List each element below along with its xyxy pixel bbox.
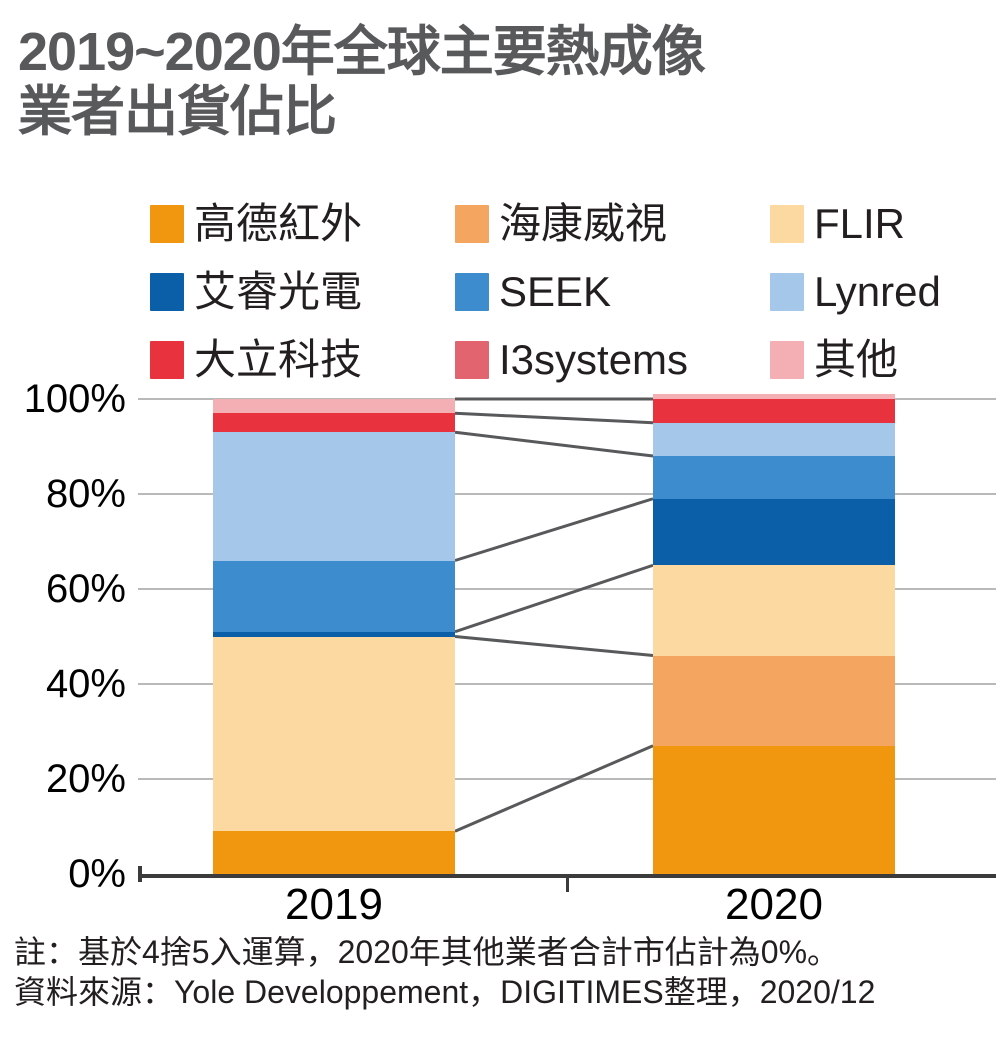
legend-item-seek: SEEK xyxy=(455,270,770,314)
connector-line xyxy=(454,635,654,657)
legend-item-flir: FLIR xyxy=(770,202,995,246)
gridline xyxy=(138,493,996,495)
legend-swatch-flir xyxy=(770,205,804,243)
legend-item-gaode: 高德紅外 xyxy=(150,202,455,246)
page-title: 2019~2020年全球主要熱成像 業者出貨佔比 xyxy=(18,22,706,142)
bar-segment xyxy=(653,565,895,656)
y-tick-label: 80% xyxy=(45,472,126,516)
legend-item-i3systems: I3systems xyxy=(455,338,770,382)
bar-segment xyxy=(653,399,895,423)
y-tick-label: 40% xyxy=(45,662,126,706)
legend-swatch-iray xyxy=(150,273,184,311)
y-tick-label: 100% xyxy=(23,377,126,421)
legend-swatch-seek xyxy=(455,273,489,311)
bar-segment xyxy=(653,498,895,566)
gridline xyxy=(138,778,996,780)
legend-label-gaode: 高德紅外 xyxy=(194,200,363,247)
bar-segment xyxy=(653,422,895,456)
footnote-source: 資料來源：Yole Developpement，DIGITIMES整理，2020… xyxy=(14,974,876,1010)
legend-label-lynred: Lynred xyxy=(814,268,941,315)
x-axis-line xyxy=(138,874,996,878)
y-tick-label: 0% xyxy=(68,852,126,896)
bar-segment xyxy=(213,399,455,414)
gridline xyxy=(138,588,996,590)
legend-item-iray: 艾睿光電 xyxy=(150,270,455,314)
legend-label-dali: 大立科技 xyxy=(194,336,363,383)
connector-line xyxy=(454,411,654,425)
legend-item-others: 其他 xyxy=(770,338,995,382)
x-axis-tick-middle xyxy=(566,878,569,892)
legend-item-lynred: Lynred xyxy=(770,270,995,314)
legend-label-iray: 艾睿光電 xyxy=(194,268,363,315)
legend-label-hikvision: 海康威視 xyxy=(499,200,668,247)
bar-segment xyxy=(653,745,895,874)
legend-label-flir: FLIR xyxy=(814,200,906,247)
bar-segment xyxy=(213,432,455,561)
legend-item-hikvision: 海康威視 xyxy=(455,202,770,246)
connector-line xyxy=(454,497,654,562)
legend-swatch-dali xyxy=(150,341,184,379)
bar-segment xyxy=(213,631,455,637)
x-tick-label: 2019 xyxy=(285,880,383,929)
bar-segment xyxy=(213,831,455,874)
legend-item-dali: 大立科技 xyxy=(150,338,455,382)
legend-swatch-gaode xyxy=(150,205,184,243)
legend-swatch-others xyxy=(770,341,804,379)
connector-line xyxy=(454,563,654,634)
legend-label-seek: SEEK xyxy=(499,268,612,315)
legend-swatch-lynred xyxy=(770,273,804,311)
stacked-bar-2020 xyxy=(653,394,895,874)
stacked-bar-2019 xyxy=(213,399,455,874)
connector-line xyxy=(454,744,654,833)
gridline xyxy=(138,398,996,400)
y-tick-label: 20% xyxy=(45,757,126,801)
connector-line xyxy=(454,430,654,458)
bar-segment xyxy=(653,456,895,499)
bar-segment xyxy=(653,655,895,746)
y-tick-label: 60% xyxy=(45,567,126,611)
x-tick-label: 2020 xyxy=(725,880,823,929)
y-axis-line xyxy=(138,866,142,882)
footnote-rounding: 註：基於4捨5入運算，2020年其他業者合計市佔計為0%。 xyxy=(14,934,840,970)
legend-swatch-hikvision xyxy=(455,205,489,243)
gridline xyxy=(138,683,996,685)
bar-segment xyxy=(213,636,455,832)
legend-swatch-i3systems xyxy=(455,341,489,379)
bar-segment xyxy=(653,394,895,399)
legend-label-others: 其他 xyxy=(814,336,899,383)
bar-segment xyxy=(213,413,455,433)
bar-segment xyxy=(213,560,455,632)
footer-notes: 註：基於4捨5入運算，2020年其他業者合計市佔計為0%。 資料來源：Yole … xyxy=(14,932,1004,1012)
legend-label-i3systems: I3systems xyxy=(499,336,689,383)
chart-legend: 高德紅外 海康威視 FLIR 艾睿光電 SEEK Lynred 大立科技 xyxy=(150,190,995,394)
